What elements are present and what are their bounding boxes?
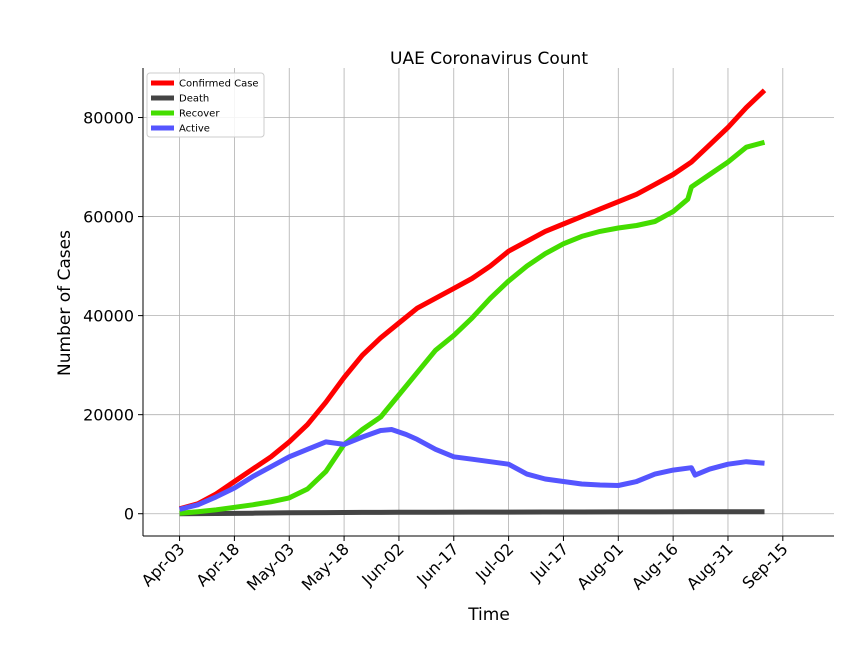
y-tick-label: 0 — [124, 505, 134, 524]
x-tick-label: May-18 — [298, 539, 353, 594]
x-tick-label: Aug-16 — [628, 539, 682, 593]
chart-title: UAE Coronavirus Count — [390, 49, 588, 69]
legend-label: Confirmed Case — [179, 79, 259, 90]
x-tick-label: Apr-03 — [138, 539, 189, 590]
x-tick-label: Apr-18 — [192, 539, 243, 590]
y-tick-labels: 0 20000 40000 60000 80000 — [83, 109, 134, 524]
x-tick-label: Jul-02 — [471, 539, 517, 585]
series-layer — [178, 88, 767, 517]
x-tick-label: May-03 — [243, 539, 298, 594]
x-tick-label: Sep-15 — [738, 539, 791, 592]
y-tick-label: 20000 — [83, 406, 134, 425]
x-axis-label: Time — [467, 605, 510, 625]
x-tick-label: Jun-17 — [412, 539, 462, 589]
y-tick-label: 80000 — [83, 109, 134, 128]
series-recover-line — [179, 139, 766, 516]
legend-label: Recover — [179, 109, 220, 120]
x-tick-label: Jul-17 — [526, 539, 572, 585]
series-active-line — [178, 427, 765, 512]
y-tick-label: 60000 — [83, 208, 134, 227]
legend: Confirmed Case Death Recover Active — [146, 72, 265, 138]
legend-label: Active — [179, 124, 210, 135]
y-tick-label: 40000 — [83, 307, 134, 326]
x-tick-labels: Apr-03 Apr-18 May-03 May-18 Jun-02 Jun-17 Jul-… — [138, 539, 792, 594]
x-tick-label: Jun-02 — [357, 539, 407, 589]
series-death-line — [179, 509, 765, 517]
series-confirmed-case-line — [178, 88, 767, 512]
legend-box — [146, 72, 265, 138]
x-tick-label: Aug-01 — [573, 539, 627, 593]
legend-label: Death — [179, 94, 209, 105]
y-axis-label: Number of Cases — [55, 230, 75, 376]
x-tick-label: Aug-31 — [683, 539, 737, 593]
grid — [138, 68, 834, 541]
